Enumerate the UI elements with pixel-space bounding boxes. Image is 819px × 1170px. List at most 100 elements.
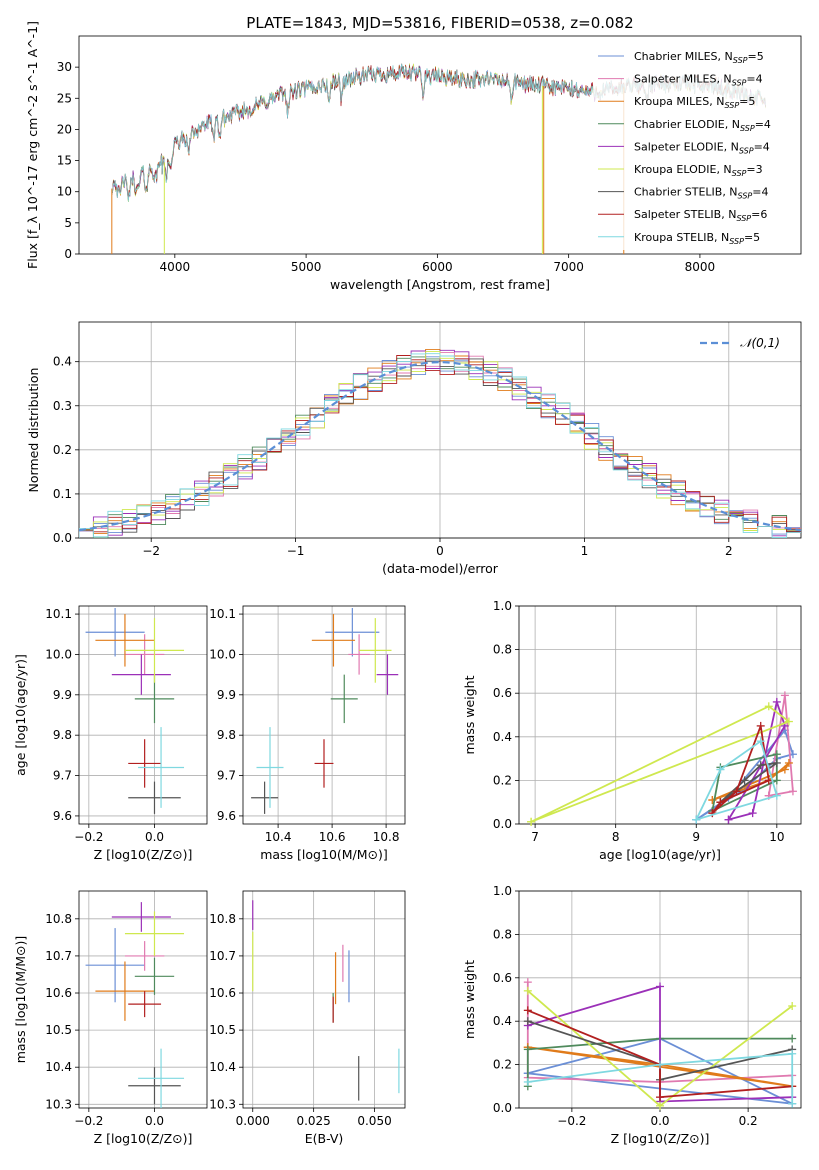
y-tick-label: 5 <box>64 216 72 230</box>
histogram-step <box>79 355 801 538</box>
y-tick-label: 9.7 <box>53 769 72 783</box>
y-axis-label: age [log10(age/yr)] <box>13 654 28 776</box>
axes-frame <box>78 890 208 1109</box>
y-tick-label: 0.6 <box>493 686 512 700</box>
weight-line <box>527 985 793 1103</box>
legend-label: Kroupa STELIB, NSSP=5 <box>634 231 760 246</box>
weight-line <box>527 1052 794 1104</box>
legend-nssp-prefix: , N <box>718 50 733 63</box>
y-tick-label: 0.3 <box>53 399 72 413</box>
x-tick-label: 4000 <box>160 260 191 274</box>
x-tick-label: 0.2 <box>739 1114 758 1128</box>
weight-vs-age-panel: 7 8 9 10 0.0 0.2 0.4 0.6 0.8 1.0 age [log10(age/yr… <box>462 599 802 862</box>
spectrum-panel: 4000 5000 6000 7000 8000 0 5 10 15 20 25 30 waveleng… <box>25 14 802 292</box>
x-tick-label: 9 <box>692 830 700 844</box>
x-axis-label: mass [log10(M/M⊙)] <box>260 847 388 862</box>
y-tick-label: 9.8 <box>217 728 236 742</box>
legend-model-name: Chabrier STELIB <box>634 186 722 199</box>
y-tick-label: 0 <box>64 247 72 261</box>
legend-nssp-prefix: , N <box>724 140 739 153</box>
weight-line <box>526 1037 793 1087</box>
legend-label: Salpeter MILES, NSSP=4 <box>634 73 763 88</box>
y-tick-label: 10.0 <box>209 647 236 661</box>
x-tick-label: 0 <box>436 544 444 558</box>
x-tick-label: 10.4 <box>265 830 292 844</box>
y-tick-label: 0.2 <box>493 773 512 787</box>
legend-nssp-prefix: , N <box>716 73 731 86</box>
x-tick-label: 6000 <box>422 260 453 274</box>
legend-nssp-value: =6 <box>751 208 767 221</box>
x-tick-label: 1 <box>581 544 589 558</box>
x-tick-label: 0.0 <box>145 830 164 844</box>
y-axis-label: Normed distribution <box>26 368 41 493</box>
legend-nssp-subscript: SSP <box>733 56 748 65</box>
y-axis-label: mass weight <box>462 960 477 1039</box>
age-vs-mass-panel: 10.4 10.6 10.8 9.6 9.7 9.8 9.9 10.0 10.1 mass [lo… <box>209 605 406 862</box>
x-tick-label: 2 <box>725 544 733 558</box>
x-axis-label: Z [log10(Z/Z⊙)] <box>611 1131 710 1146</box>
y-tick-label: 10.7 <box>45 949 72 963</box>
x-tick-label: 0.025 <box>296 1114 330 1128</box>
weight-vs-metallicity-panel: −0.2 0.0 0.2 0.0 0.2 0.4 0.6 0.8 1.0 Z [log10(Z/Z… <box>462 884 802 1146</box>
y-axis-label: mass weight <box>462 675 477 754</box>
legend-label: Chabrier MILES, NSSP=5 <box>634 50 764 65</box>
legend-nssp-value: =4 <box>752 186 768 199</box>
x-tick-label: 0.0 <box>650 1114 669 1128</box>
y-tick-label: 0.8 <box>493 927 512 941</box>
y-tick-label: 9.9 <box>217 688 236 702</box>
x-tick-label: 8 <box>612 830 620 844</box>
y-tick-label: 9.7 <box>217 769 236 783</box>
y-axis-label: Flux [f_λ 10^-17 erg cm^-2 s^-1 A^-1] <box>25 21 40 269</box>
y-tick-label: 0.2 <box>53 443 72 457</box>
legend-nssp-subscript: SSP <box>739 146 754 155</box>
legend-nssp-subscript: SSP <box>729 237 744 246</box>
y-tick-label: 9.6 <box>217 809 236 823</box>
mass-vs-metallicity-panel: −0.2 0.0 10.3 10.4 10.5 10.6 10.7 10.8 Z [log10(… <box>13 890 208 1146</box>
x-tick-label: 0.000 <box>236 1114 270 1128</box>
residual-histogram-panel: −2 −1 0 1 2 0.0 0.1 0.2 0.3 0.4 (data-model)/error… <box>26 321 802 576</box>
y-tick-label: 10.7 <box>209 949 236 963</box>
x-tick-label: −0.2 <box>74 1114 103 1128</box>
legend-model-name: Salpeter MILES <box>634 73 716 86</box>
normal-reference-curve <box>79 360 801 532</box>
y-tick-label: 1.0 <box>493 599 512 613</box>
axes-frame <box>518 605 802 825</box>
legend-label: Salpeter ELODIE, NSSP=4 <box>634 140 770 155</box>
y-tick-label: 0.1 <box>53 487 72 501</box>
legend-frame <box>593 44 798 250</box>
y-tick-label: 10.5 <box>209 1023 236 1037</box>
y-tick-label: 30 <box>57 60 72 74</box>
legend-nssp-subscript: SSP <box>732 79 747 88</box>
legend-nssp-value: =4 <box>754 140 770 153</box>
y-tick-label: 10.0 <box>45 647 72 661</box>
y-tick-label: 0.8 <box>493 643 512 657</box>
y-tick-label: 10.6 <box>45 986 72 1000</box>
y-tick-label: 1.0 <box>493 884 512 898</box>
weight-line <box>695 728 795 821</box>
legend-nssp-prefix: , N <box>709 95 724 108</box>
x-axis-label: (data-model)/error <box>382 561 499 576</box>
y-tick-label: 0.2 <box>493 1058 512 1072</box>
y-tick-label: 0.0 <box>53 531 72 545</box>
y-tick-label: 10.3 <box>45 1097 72 1111</box>
x-tick-label: 0.0 <box>145 1114 164 1128</box>
weight-line <box>530 705 791 823</box>
y-tick-label: 0.4 <box>493 730 512 744</box>
x-tick-label: 10 <box>769 830 784 844</box>
age-vs-metallicity-panel: −0.2 0.0 9.6 9.7 9.8 9.9 10.0 10.1 Z [log10(Z/Z⊙… <box>13 605 208 862</box>
legend-nssp-value: =4 <box>755 118 771 131</box>
legend-nssp-subscript: SSP <box>724 101 739 110</box>
legend-label: Chabrier ELODIE, NSSP=4 <box>634 118 771 133</box>
legend-model-name: Chabrier MILES <box>634 50 718 63</box>
y-tick-label: 0.0 <box>493 1101 512 1115</box>
chart-title: PLATE=1843, MJD=53816, FIBERID=0538, z=0… <box>246 14 633 32</box>
y-tick-label: 15 <box>57 154 72 168</box>
weight-line <box>527 1009 793 1099</box>
axes-frame <box>78 35 802 255</box>
legend-nssp-value: =5 <box>747 50 763 63</box>
x-tick-label: −0.2 <box>74 830 103 844</box>
y-tick-label: 10.4 <box>45 1060 72 1074</box>
y-tick-label: 10 <box>57 185 72 199</box>
